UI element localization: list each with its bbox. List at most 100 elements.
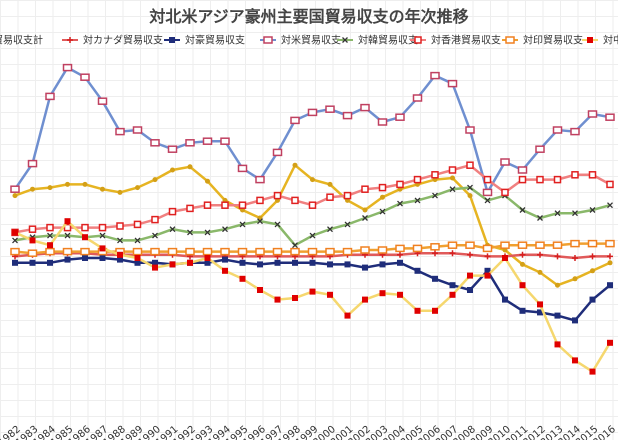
point bbox=[517, 166, 528, 174]
point bbox=[238, 201, 247, 209]
point bbox=[45, 247, 55, 256]
point bbox=[274, 221, 281, 228]
point bbox=[360, 246, 370, 254]
point bbox=[344, 312, 351, 319]
point bbox=[414, 307, 421, 314]
point bbox=[80, 73, 90, 81]
point bbox=[99, 255, 106, 261]
legend-item: 対印貿易収支 bbox=[502, 34, 583, 47]
point bbox=[344, 261, 351, 268]
point bbox=[62, 247, 73, 256]
point bbox=[98, 223, 107, 232]
legend-marker bbox=[169, 37, 175, 43]
point bbox=[360, 103, 370, 112]
point bbox=[326, 193, 334, 201]
point bbox=[152, 264, 158, 271]
legend-marker bbox=[414, 36, 422, 44]
point bbox=[292, 242, 298, 249]
point bbox=[239, 221, 246, 228]
point bbox=[187, 164, 193, 170]
point bbox=[554, 253, 561, 260]
legend-marker bbox=[587, 37, 593, 43]
point bbox=[327, 181, 333, 187]
point bbox=[500, 158, 510, 166]
point bbox=[431, 171, 439, 179]
point bbox=[379, 261, 386, 268]
point bbox=[292, 295, 298, 301]
point bbox=[274, 259, 281, 266]
point bbox=[570, 239, 580, 248]
point bbox=[412, 244, 423, 253]
point bbox=[12, 229, 18, 236]
legend-item: 対中 bbox=[582, 34, 618, 47]
point bbox=[519, 207, 526, 213]
legend-label: 州貿易収支計 bbox=[0, 34, 43, 47]
point bbox=[325, 247, 335, 256]
point bbox=[520, 261, 525, 267]
point bbox=[572, 210, 578, 217]
point bbox=[396, 180, 404, 189]
point bbox=[186, 204, 194, 213]
point bbox=[467, 272, 473, 279]
point bbox=[395, 113, 405, 121]
point bbox=[150, 247, 160, 256]
point bbox=[308, 201, 317, 209]
point bbox=[379, 208, 386, 215]
point bbox=[47, 185, 53, 191]
point bbox=[150, 139, 160, 147]
point bbox=[502, 296, 508, 303]
series-line bbox=[14, 163, 611, 234]
point bbox=[46, 223, 54, 232]
point bbox=[64, 256, 71, 263]
point bbox=[607, 253, 613, 260]
point bbox=[115, 127, 125, 136]
point bbox=[29, 259, 36, 266]
point bbox=[134, 255, 141, 261]
point bbox=[47, 259, 53, 266]
point bbox=[116, 222, 124, 230]
point bbox=[537, 269, 543, 275]
point bbox=[484, 267, 491, 274]
chart-title: 対北米アジア豪州主要国貿易収支の年次推移 bbox=[148, 7, 468, 26]
series bbox=[11, 161, 614, 237]
point bbox=[220, 247, 230, 256]
point bbox=[605, 113, 615, 121]
point bbox=[589, 253, 596, 260]
point bbox=[185, 247, 195, 256]
point bbox=[554, 341, 561, 348]
point bbox=[45, 92, 55, 101]
legend-item: 対韓貿易収支 bbox=[337, 34, 418, 47]
point bbox=[342, 111, 353, 120]
point bbox=[377, 246, 388, 254]
point bbox=[589, 368, 596, 375]
point bbox=[362, 207, 368, 213]
point bbox=[204, 255, 211, 261]
point bbox=[536, 175, 544, 184]
point bbox=[572, 255, 578, 261]
point bbox=[62, 63, 73, 72]
point bbox=[168, 207, 177, 216]
legend-label: 対米貿易収支 bbox=[281, 34, 341, 47]
point bbox=[220, 137, 230, 145]
point bbox=[412, 94, 423, 102]
point bbox=[10, 185, 20, 193]
legend-marker bbox=[342, 37, 348, 43]
point bbox=[272, 148, 283, 157]
point bbox=[362, 264, 368, 271]
point bbox=[99, 245, 106, 252]
point bbox=[307, 108, 318, 117]
point bbox=[292, 259, 298, 266]
point bbox=[343, 191, 352, 200]
point bbox=[571, 171, 579, 179]
point bbox=[204, 259, 211, 266]
point bbox=[134, 237, 141, 244]
point bbox=[465, 241, 475, 249]
point bbox=[430, 243, 440, 251]
point bbox=[187, 259, 193, 266]
point bbox=[432, 250, 438, 257]
point bbox=[447, 241, 458, 249]
point bbox=[484, 253, 491, 260]
point bbox=[587, 239, 598, 248]
point bbox=[135, 185, 140, 191]
